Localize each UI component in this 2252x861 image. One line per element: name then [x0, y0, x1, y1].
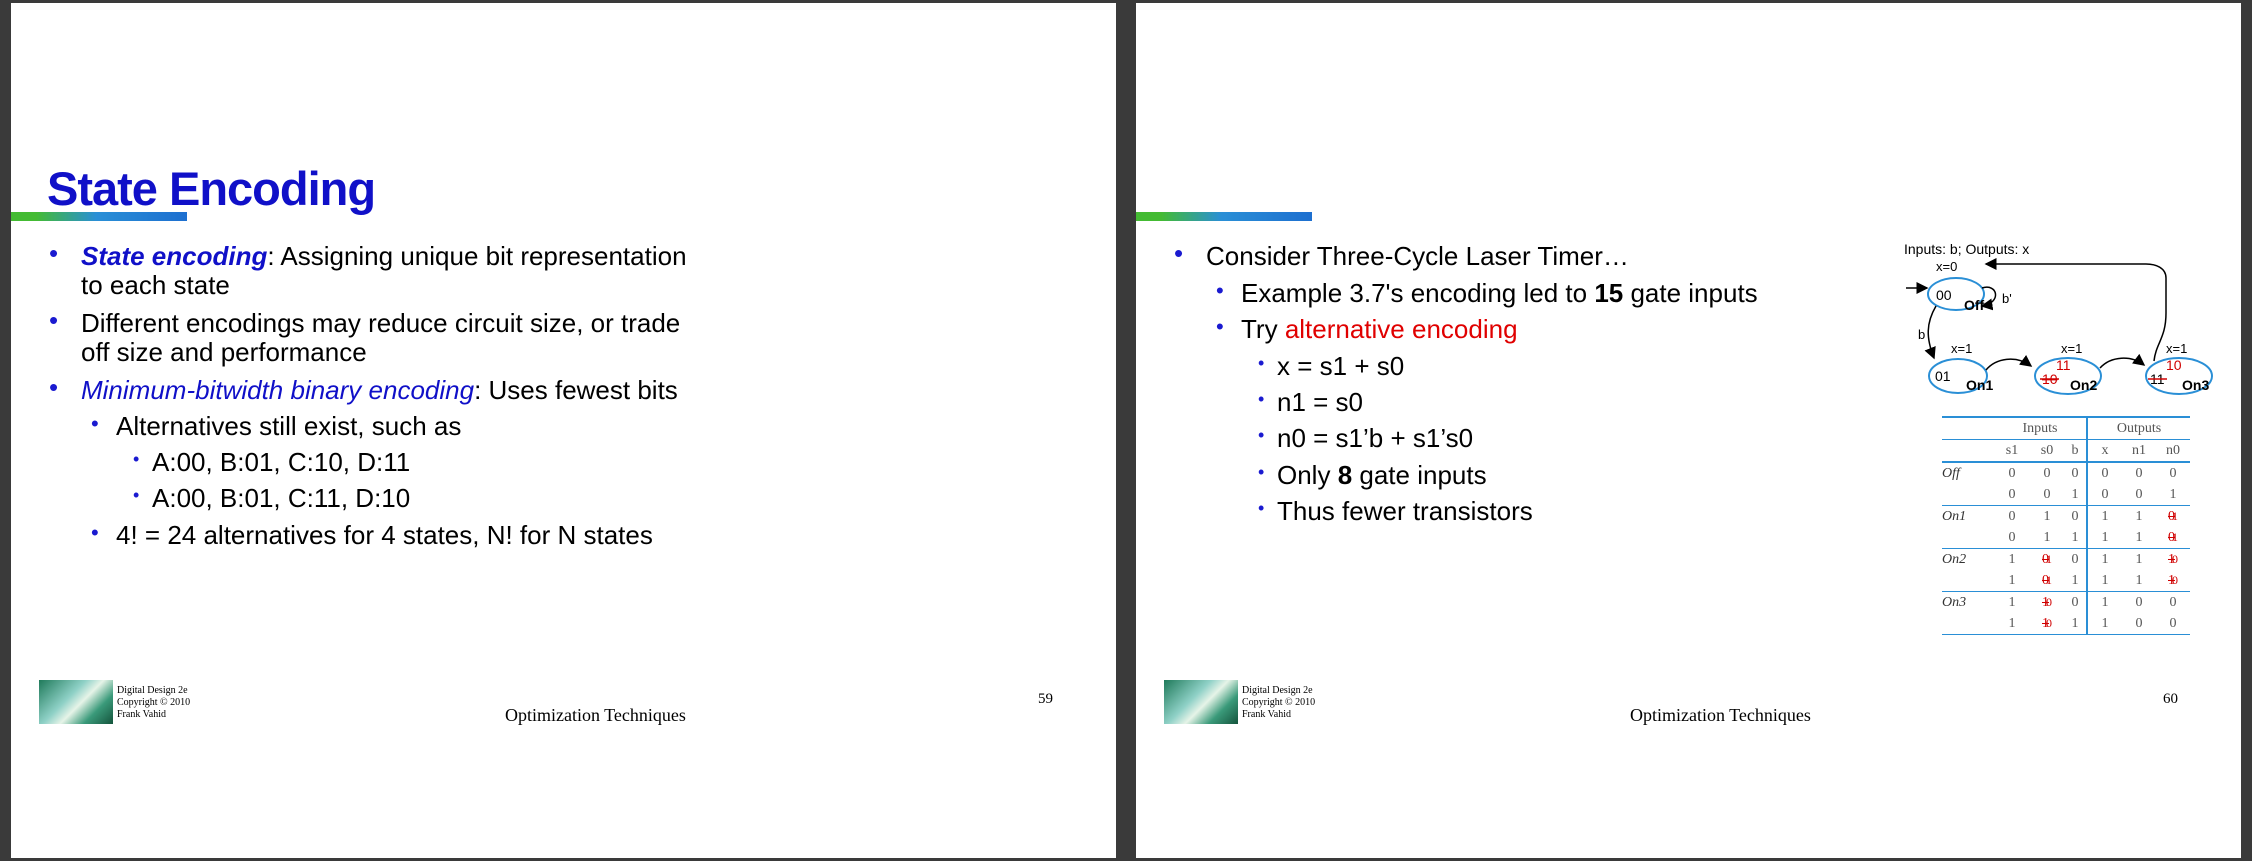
- svg-text:b': b': [2002, 291, 2012, 306]
- table-row: 1 10 1 1 0 0: [1942, 613, 2190, 635]
- footer-credit: Digital Design 2e Copyright © 2010 Frank V…: [117, 685, 191, 720]
- book-cover-logo: [39, 680, 113, 724]
- title-underline-bar: [1136, 212, 1312, 221]
- table-row: 1 01 1 1 1 10: [1942, 570, 2190, 592]
- footer-section-title: Optimization Techniques: [505, 705, 686, 725]
- bullet-alternatives: Alternatives still exist, such as: [116, 411, 462, 441]
- diagram-header: Inputs: b; Outputs: x: [1904, 241, 2029, 257]
- bullet-try-alternative: Try alternative encoding: [1241, 314, 1518, 344]
- slide-59: State Encoding • State encoding: Assigni…: [11, 3, 1116, 858]
- svg-text:00: 00: [1936, 287, 1952, 303]
- svg-text:10: 10: [2166, 357, 2182, 373]
- encoding-truth-table: Inputs Outputs s1 s0 b x n1 n0 Off 0 0 0 0 0 0…: [1942, 416, 2190, 635]
- bullet-example-encoding: Example 3.7's encoding led to 15 gate in…: [1241, 278, 1758, 308]
- bullet-n1-equation: n1 = s0: [1277, 387, 1364, 417]
- svg-text:x=1: x=1: [1951, 341, 1972, 356]
- bullet-fewer-transistors: Thus fewer transistors: [1277, 496, 1533, 526]
- bullet-state-encoding: State encoding: Assigning unique bit rep…: [81, 241, 687, 271]
- svg-text:11: 11: [2056, 357, 2071, 373]
- slide-60: • Consider Three-Cycle Laser Timer… • Ex…: [1136, 3, 2241, 858]
- bullet-different-encodings-line2: off size and performance: [81, 337, 367, 367]
- table-body: Off 0 0 0 0 0 0 0 0 1 0 0 1 On1 0 1 0 1 1 01 0 1 1 1 1 01 On2 1 01 0 1…: [1942, 462, 2190, 635]
- svg-text:Off: Off: [1964, 297, 1985, 313]
- svg-text:x=1: x=1: [2166, 341, 2187, 356]
- bullet-dot: •: [91, 520, 99, 545]
- svg-text:x=1: x=1: [2061, 341, 2082, 356]
- bullet-dot: •: [1258, 425, 1265, 445]
- table-row: On2 1 01 0 1 1 10: [1942, 548, 2190, 570]
- state-name: [1942, 570, 1994, 592]
- bullet-dot: •: [133, 485, 140, 505]
- table-row: On3 1 10 0 1 0 0: [1942, 591, 2190, 613]
- state-name: On3: [1942, 594, 1967, 610]
- bullet-dot: •: [1258, 462, 1265, 482]
- svg-text:01: 01: [1935, 368, 1951, 384]
- bullet-dot: •: [91, 411, 99, 436]
- table-row: Off 0 0 0 0 0 0: [1942, 462, 2190, 484]
- slide-title: State Encoding: [47, 162, 376, 215]
- svg-text:b: b: [1918, 327, 1925, 342]
- bullet-different-encodings: Different encodings may reduce circuit s…: [81, 308, 681, 338]
- svg-text:On2: On2: [2070, 377, 2097, 393]
- page-number: 59: [1038, 691, 1053, 707]
- state-on3: [2145, 357, 2213, 395]
- bullet-only-8: Only 8 gate inputs: [1277, 460, 1487, 490]
- bullet-dot: •: [1216, 278, 1224, 303]
- bullet-n-factorial: 4! = 24 alternatives for 4 states, N! fo…: [116, 520, 653, 550]
- bullet-dot: •: [1174, 238, 1184, 268]
- state-on2: [2034, 357, 2102, 395]
- table-row: 0 1 1 1 1 01: [1942, 527, 2190, 549]
- state-off: [1927, 277, 1985, 311]
- state-name: On2: [1942, 551, 1967, 567]
- state-name: [1942, 527, 1994, 549]
- book-cover-logo: [1164, 680, 1238, 724]
- bullet-dot: •: [1258, 389, 1265, 409]
- bullet-encoding-a: A:00, B:01, C:10, D:11: [152, 447, 411, 477]
- bullet-state-encoding-line2: to each state: [81, 270, 230, 300]
- bullet-x-equation: x = s1 + s0: [1277, 351, 1405, 381]
- state-diagram: Inputs: b; Outputs: x x=0 00 Off b' b x=…: [1904, 241, 2213, 395]
- bullet-dot: •: [49, 372, 59, 402]
- footer-section-title: Optimization Techniques: [1630, 705, 1811, 725]
- table-row: On1 0 1 0 1 1 01: [1942, 505, 2190, 527]
- bullet-n0-equation: n0 = s1’b + s1’s0: [1277, 423, 1474, 453]
- bullet-dot: •: [49, 305, 59, 335]
- bullet-dot: •: [1216, 314, 1224, 339]
- bullet-dot: •: [1258, 498, 1265, 518]
- svg-text:On1: On1: [1966, 377, 1993, 393]
- state-name: On1: [1942, 508, 1967, 524]
- bullet-min-bitwidth: Minimum-bitwidth binary encoding: Uses f…: [81, 375, 678, 405]
- page-number: 60: [2163, 691, 2178, 707]
- bullet-dot: •: [49, 238, 59, 268]
- bullet-encoding-b: A:00, B:01, C:11, D:10: [152, 483, 411, 513]
- svg-text:On3: On3: [2182, 377, 2209, 393]
- title-underline-bar: [11, 212, 187, 221]
- state-name: [1942, 484, 1994, 506]
- state-name: [1942, 613, 1994, 635]
- bullet-dot: •: [1258, 353, 1265, 373]
- state-on1: [1928, 358, 1988, 394]
- svg-text:x=0: x=0: [1936, 259, 1957, 274]
- bullet-dot: •: [133, 449, 140, 469]
- state-name: Off: [1942, 465, 1960, 481]
- footer-credit: Digital Design 2e Copyright © 2010 Frank V…: [1242, 685, 1316, 720]
- bullet-consider-timer: Consider Three-Cycle Laser Timer…: [1206, 241, 1629, 271]
